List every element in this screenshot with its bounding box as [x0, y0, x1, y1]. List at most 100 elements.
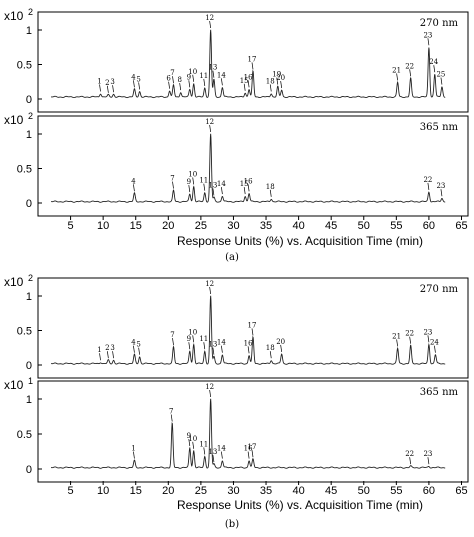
- x-tick-label: 5: [68, 485, 74, 497]
- peak-label-18: 18: [266, 344, 275, 352]
- y-tick-label: 1: [26, 394, 32, 406]
- peak-arrow-4: [133, 345, 135, 353]
- y-scale-label: x10: [4, 113, 24, 127]
- peak-arrow-7: [172, 76, 174, 84]
- x-tick-label: 35: [260, 485, 272, 497]
- peak-label-22: 22: [405, 450, 414, 458]
- peak-arrow-8: [179, 83, 182, 91]
- peak-label-10: 10: [188, 328, 197, 336]
- peak-label-24: 24: [430, 339, 439, 347]
- peak-label-1: 1: [131, 445, 135, 453]
- peak-label-12: 12: [205, 118, 214, 126]
- x-tick-label: 35: [260, 220, 272, 232]
- peak-arrow-17: [251, 328, 254, 336]
- peak-arrow-5: [138, 347, 140, 355]
- peak-label-3: 3: [110, 78, 114, 86]
- peak-arrow-10: [192, 335, 195, 343]
- peak-label-6: 6: [166, 75, 171, 83]
- peak-label-25: 25: [436, 71, 445, 79]
- peak-label-16: 16: [244, 445, 253, 453]
- peak-arrow-2: [107, 85, 109, 93]
- peak-arrow-21: [396, 339, 398, 347]
- peak-arrow-6: [168, 81, 170, 89]
- peak-arrow-13: [212, 188, 215, 196]
- peak-arrow-19: [276, 77, 279, 85]
- x-tick-label: 15: [130, 220, 142, 232]
- peak-label-4: 4: [131, 339, 136, 347]
- peak-label-21: 21: [392, 66, 401, 74]
- peak-label-4: 4: [131, 177, 136, 185]
- x-tick-label: 30: [227, 485, 239, 497]
- y-scale-exponent: 2: [28, 273, 33, 283]
- y-tick-label: 0: [26, 464, 32, 476]
- peak-arrow-23: [427, 38, 430, 46]
- peak-arrow-14: [221, 451, 223, 459]
- peak-arrow-1: [133, 451, 135, 459]
- peak-arrow-23: [427, 457, 430, 465]
- y-tick-label: 0.5: [17, 164, 32, 176]
- peak-label-15: 15: [240, 180, 249, 188]
- y-scale-exponent: 2: [28, 7, 33, 17]
- peak-arrow-16: [247, 80, 250, 88]
- peak-label-9: 9: [187, 432, 191, 440]
- x-tick-label: 20: [162, 485, 174, 497]
- x-tick-label: 25: [195, 485, 207, 497]
- peak-arrow-14: [221, 187, 223, 195]
- chromatogram-trace: [50, 29, 446, 99]
- peak-label-12: 12: [205, 280, 214, 288]
- y-scale-label: x10: [4, 275, 24, 289]
- x-tick-label: 20: [162, 220, 174, 232]
- x-tick-label: 45: [325, 220, 337, 232]
- y-scale-exponent: 2: [28, 111, 33, 121]
- peak-arrow-2: [107, 351, 109, 359]
- peak-arrow-11: [203, 342, 206, 350]
- y-tick-label: 0: [26, 360, 32, 372]
- peak-arrow-9: [188, 438, 191, 447]
- peak-label-23: 23: [423, 31, 432, 39]
- y-tick-label: 0: [26, 198, 32, 210]
- peak-arrow-17: [251, 450, 254, 458]
- y-tick-label: 0: [26, 94, 32, 106]
- y-tick-label: 0.5: [17, 326, 32, 338]
- x-tick-label: 25: [195, 220, 207, 232]
- peak-arrow-7: [172, 338, 174, 346]
- peak-label-7: 7: [170, 175, 174, 183]
- peak-arrow-15: [243, 83, 246, 91]
- peak-label-8: 8: [177, 76, 181, 84]
- peak-label-12: 12: [205, 14, 214, 22]
- peak-arrow-18: [269, 351, 272, 359]
- panel-frame: [37, 11, 469, 113]
- peak-arrow-18: [269, 84, 272, 92]
- peak-label-14: 14: [217, 180, 226, 188]
- y-tick-label: 0.5: [17, 60, 32, 72]
- peak-label-3: 3: [110, 344, 114, 352]
- peak-label-18: 18: [266, 183, 275, 191]
- peak-label-5: 5: [136, 75, 140, 83]
- x-axis-label-a: Response Units (%) vs. Acquisition Time …: [177, 234, 423, 248]
- peak-label-9: 9: [187, 335, 191, 343]
- peak-arrow-13: [212, 455, 215, 463]
- peak-label-24: 24: [429, 58, 438, 66]
- peak-label-14: 14: [217, 71, 226, 79]
- peak-label-22: 22: [423, 176, 432, 184]
- peak-arrow-24: [433, 65, 436, 73]
- peak-arrow-9: [188, 80, 191, 88]
- peak-arrow-11: [203, 78, 206, 87]
- x-tick-label: 50: [358, 485, 370, 497]
- peak-arrow-10: [192, 177, 195, 185]
- peak-arrow-17: [251, 62, 254, 70]
- x-tick-label: 50: [358, 220, 370, 232]
- peak-arrow-11: [203, 183, 206, 191]
- peak-label-10: 10: [188, 68, 197, 76]
- peak-arrow-1: [99, 84, 101, 92]
- peak-arrow-12: [209, 286, 211, 295]
- peak-arrow-25: [440, 77, 443, 85]
- peak-arrow-1: [99, 353, 101, 361]
- y-tick-label: 1: [26, 25, 32, 37]
- wavelength-label: 365 nm: [420, 387, 459, 398]
- peak-label-12: 12: [205, 383, 214, 391]
- peak-arrow-7: [172, 181, 174, 189]
- wavelength-label: 270 nm: [420, 284, 459, 295]
